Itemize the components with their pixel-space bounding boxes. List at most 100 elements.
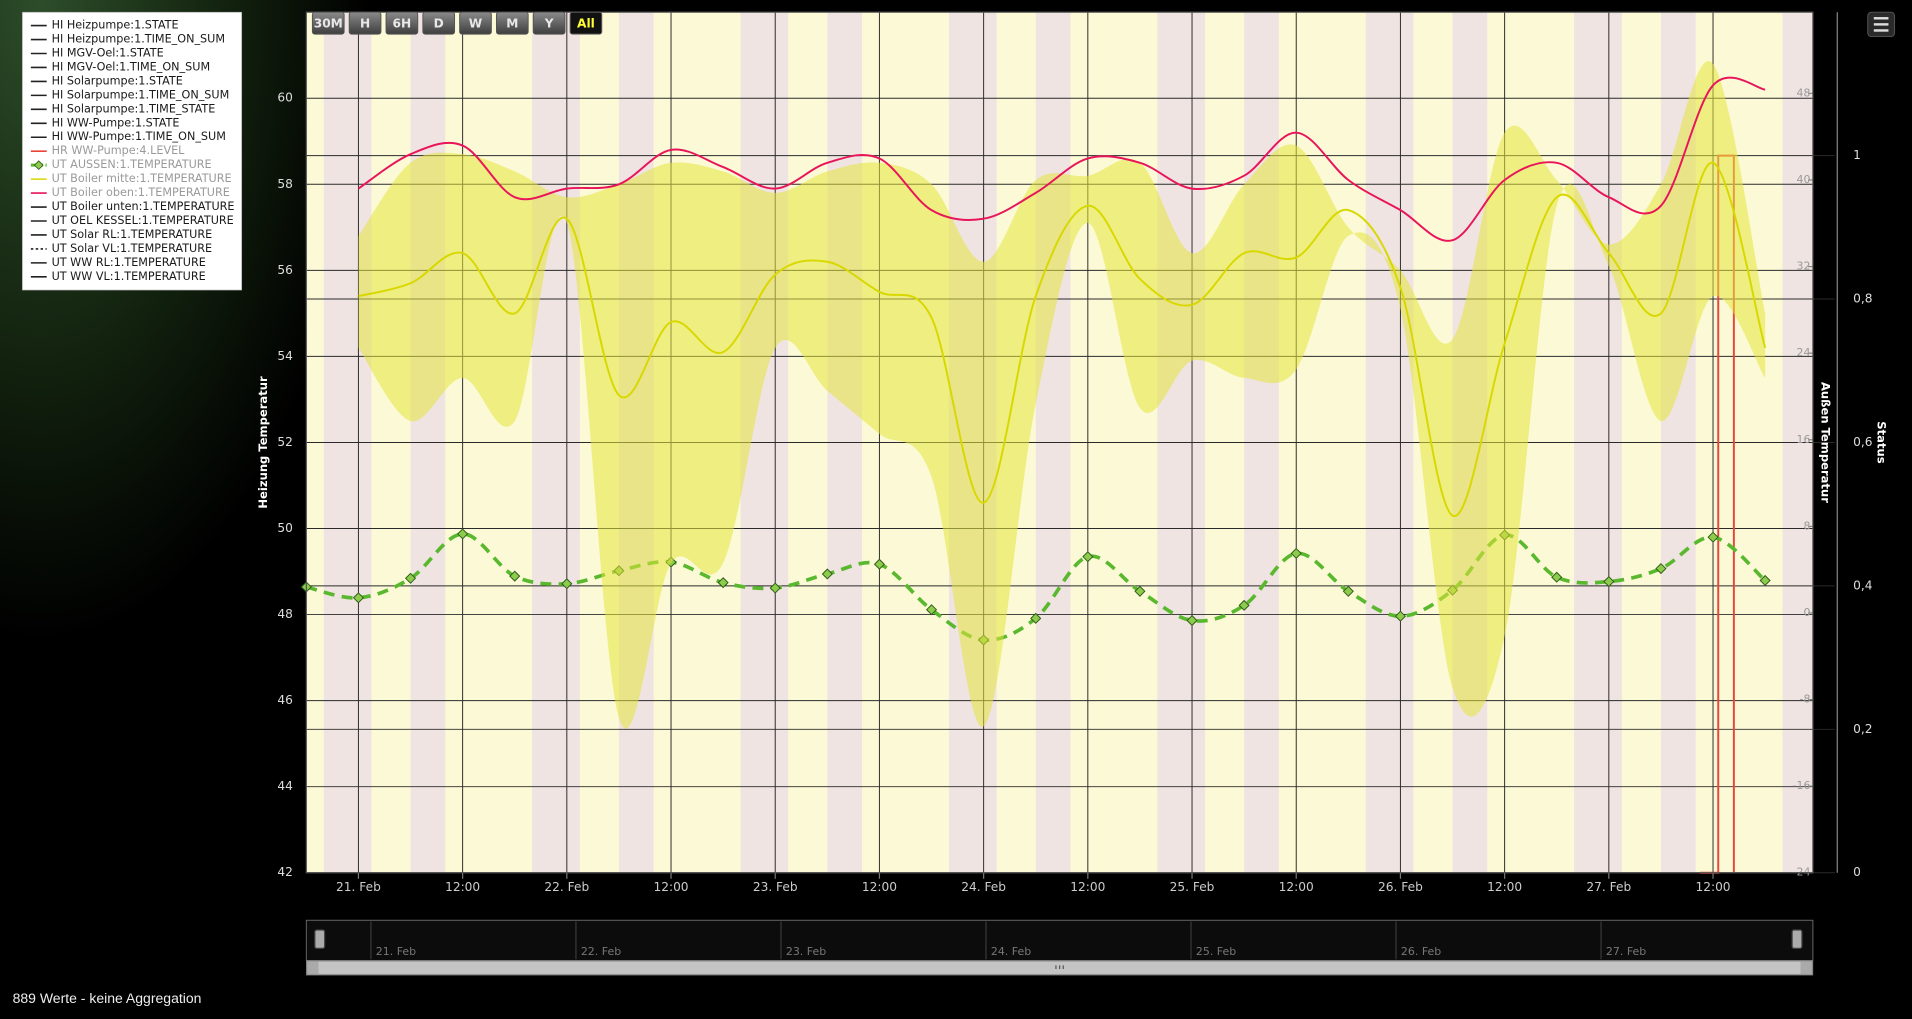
marker [1759,574,1771,587]
legend-item[interactable]: UT Boiler mitte:1.TEMPERATURE [52,172,232,185]
range-button-label[interactable]: M [506,16,518,30]
marker [1342,585,1354,597]
x-tick-label: 12:00 [862,880,897,894]
marker [1551,571,1563,583]
y2-axis-title: Außen Temperatur [1819,382,1833,503]
x-tick-label: 12:00 [653,880,688,894]
y-tick-label: 46 [277,693,293,707]
menu-icon-bar [1873,23,1889,26]
scrollbar-grip [1055,965,1064,970]
y-tick-label: 50 [277,521,293,535]
scrollbar-left-button[interactable] [307,961,319,974]
series-line [357,76,1766,242]
scrollbar-right-button[interactable] [1800,961,1812,974]
y3-tick-label: 0,2 [1853,722,1872,736]
range-button-label[interactable]: D [434,16,444,30]
legend-item[interactable]: UT OEL KESSEL:1.TEMPERATURE [52,214,234,227]
y-axis-title: Heizung Temperatur [256,376,270,509]
legend-item[interactable]: HI WW-Pumpe:1.TIME_ON_SUM [52,130,226,143]
y3-tick-label: 0,8 [1853,292,1872,306]
legend-item[interactable]: HI Solarpumpe:1.STATE [52,74,183,87]
range-button-label[interactable]: 30M [314,16,343,30]
legend-marker [33,160,44,171]
y2-tick-label: 40 [1796,173,1810,186]
range-button[interactable]: D [422,11,456,35]
legend-item[interactable]: UT WW RL:1.TEMPERATURE [52,256,206,269]
range-button-bg[interactable] [422,11,456,35]
x-tick-label: 21. Feb [336,880,381,894]
legend-item[interactable]: UT WW VL:1.TEMPERATURE [52,270,206,283]
axes: 21. Feb 12:00 22. Feb 12:00 23. Feb 12:00 24. … [277,12,1873,894]
marker [457,528,469,540]
x-tick-label: 26. Feb [1378,880,1423,894]
navigator-area[interactable] [305,919,1814,961]
range-button[interactable]: W [459,11,492,35]
marker [352,592,364,604]
legend-item[interactable]: UT Solar RL:1.TEMPERATURE [52,228,213,241]
range-button[interactable]: 30M [311,11,345,35]
range-button[interactable]: All [569,11,603,35]
y-tick-label: 60 [277,91,293,105]
y2-tick-label: -16 [1793,779,1811,792]
range-button[interactable]: M [495,11,529,35]
range-button-label[interactable]: 6H [393,16,412,30]
legend-item[interactable]: HI Heizpumpe:1.STATE [52,19,179,32]
x-tick-label: 22. Feb [544,880,589,894]
marker [1707,531,1719,543]
y-tick-label: 52 [277,435,293,449]
x-tick-label: 12:00 [1279,880,1314,894]
series-layer [300,61,1771,874]
legend-item[interactable]: HI Solarpumpe:1.TIME_STATE [52,102,216,115]
y2-tick-label: -8 [1800,693,1811,706]
range-button-label[interactable]: Y [544,16,554,30]
navigator: 21. Feb 22. Feb 23. Feb 24. Feb 25. Feb 26. F… [305,919,1814,976]
range-button-label[interactable]: H [360,16,370,30]
legend-item[interactable]: HI WW-Pumpe:1.STATE [52,116,180,129]
range-button-bg[interactable] [348,11,382,35]
legend-item[interactable]: UT Solar VL:1.TEMPERATURE [52,242,213,255]
range-button-label[interactable]: All [577,16,595,30]
range-button[interactable]: H [348,11,382,35]
range-button[interactable]: Y [532,11,566,35]
range-button-bg[interactable] [385,11,419,35]
y-tick-label: 42 [277,865,293,879]
range-button-label[interactable]: W [469,16,483,30]
legend-item[interactable]: UT AUSSEN:1.TEMPERATURE [52,158,212,171]
y3-tick-label: 0,6 [1853,435,1872,449]
range-button[interactable]: 6H [385,11,419,35]
menu-icon-bar [1873,29,1889,32]
legend-item[interactable]: HI MGV-Oel:1.TIME_ON_SUM [52,60,211,73]
navigator-handle[interactable] [1791,929,1803,949]
legend-item[interactable]: HI Heizpumpe:1.TIME_ON_SUM [52,33,225,46]
marker [1082,551,1094,563]
marker [1290,547,1302,559]
marker [404,572,417,584]
x-tick-label: 12:00 [1070,880,1105,894]
marker [561,578,573,590]
range-button-bg[interactable] [532,11,566,35]
navigator-handle[interactable] [314,929,326,949]
legend-item[interactable]: HR WW-Pumpe:4.LEVEL [52,144,186,157]
legend-item[interactable]: UT Boiler unten:1.TEMPERATURE [52,200,235,213]
y3-tick-label: 0 [1853,865,1861,879]
legend-item[interactable]: HI MGV-Oel:1.STATE [52,47,164,60]
legend-item[interactable]: HI Solarpumpe:1.TIME_ON_SUM [52,88,230,101]
range-button-bg[interactable] [495,11,529,35]
range-button-bg[interactable] [459,11,492,35]
y3-tick-label: 1 [1853,148,1861,162]
marker [1238,599,1250,611]
y2-tick-label: 16 [1796,433,1810,446]
range-button-bg[interactable] [569,11,603,35]
range-button-bg[interactable] [311,11,345,35]
marker [1655,563,1667,575]
range-area [358,61,1766,729]
marker [1394,610,1406,622]
navigator-label: 26. Feb [1401,945,1441,958]
menu-button[interactable] [1867,11,1896,38]
legend-item[interactable]: UT Boiler oben:1.TEMPERATURE [52,186,230,199]
range-selector: 30M H 6H D W M Y All [311,11,603,35]
y-tick-label: 54 [277,349,293,363]
y3-tick-label: 0,4 [1853,578,1873,592]
